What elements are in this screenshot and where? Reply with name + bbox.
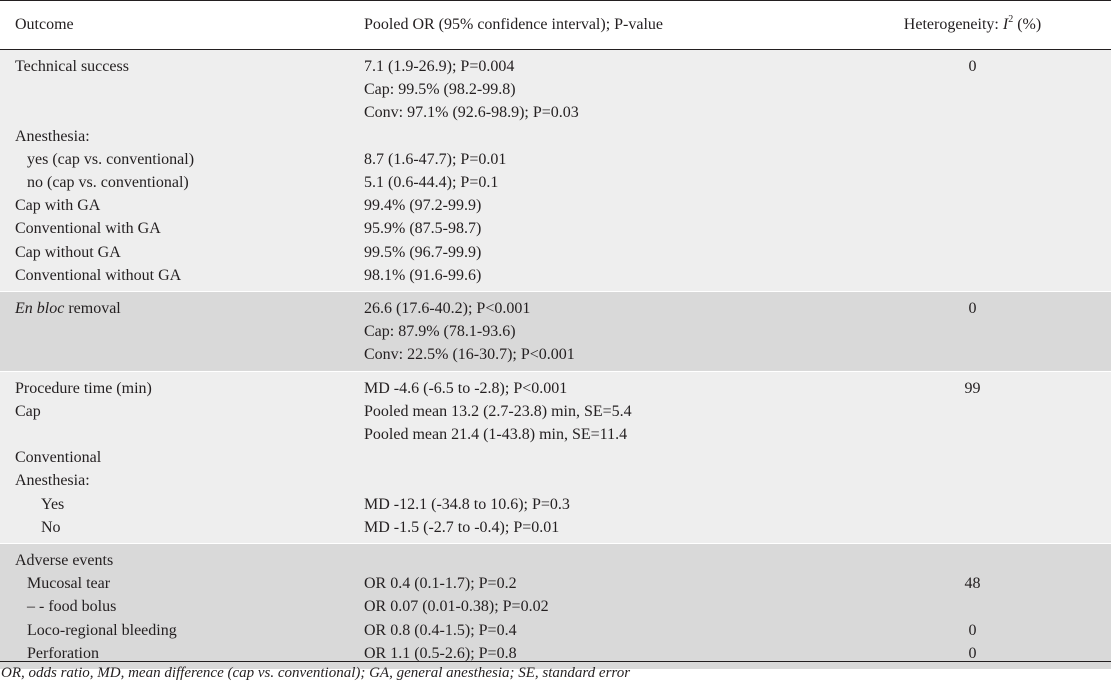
table-row: No MD -1.5 (-2.7 to -0.4); P=0.01	[0, 515, 1111, 544]
table-header: Outcome Pooled OR (95% confidence interv…	[0, 0, 1111, 50]
en-bloc-label: En bloc removal	[0, 291, 364, 321]
table-row: Perforation OR 1.1 (0.5-2.6); P=0.8 0	[0, 641, 1111, 670]
technical-no-value: 5.1 (0.6-44.4); P=0.1	[364, 171, 848, 195]
table-row: – - food bolus OR 0.07 (0.01-0.38); P=0.…	[0, 595, 1111, 619]
loco-regional-bleeding-heterogeneity: 0	[848, 618, 1111, 642]
header-heterogeneity-sup: 2	[1008, 14, 1014, 25]
header-heterogeneity-i: I	[1002, 16, 1009, 33]
procedure-cap-label: Cap	[0, 399, 364, 424]
technical-conv-value: Conv: 97.1% (92.6-98.9); P=0.03	[364, 101, 848, 125]
food-bolus-value: OR 0.07 (0.01-0.38); P=0.02	[364, 595, 848, 619]
table-row: Cap: 99.5% (98.2-99.8)	[0, 78, 1111, 102]
en-bloc-value: 26.6 (17.6-40.2); P<0.001	[364, 291, 848, 321]
header-heterogeneity: Heterogeneity: I2 (%)	[848, 0, 1111, 50]
technical-success-label: Technical success	[0, 49, 364, 79]
table-row: Technical success 7.1 (1.9-26.9); P=0.00…	[0, 49, 1111, 79]
table-row: yes (cap vs. conventional) 8.7 (1.6-47.7…	[0, 147, 1111, 172]
cap-without-ga-value: 99.5% (96.7-99.9)	[364, 240, 848, 264]
mucosal-tear-label: Mucosal tear	[27, 575, 111, 593]
perforation-value: OR 1.1 (0.5-2.6); P=0.8	[364, 641, 848, 670]
cap-with-ga-label: Cap with GA	[0, 194, 364, 218]
conv-with-ga-label: Conventional with GA	[0, 217, 364, 241]
table-row: Cap Pooled mean 13.2 (2.7-23.8) min, SE=…	[0, 399, 1111, 424]
procedure-no-label: No	[41, 518, 61, 536]
table-row: Conv: 97.1% (92.6-98.9); P=0.03	[0, 101, 1111, 125]
table-row: Mucosal tear OR 0.4 (0.1-1.7); P=0.2 48	[0, 572, 1111, 596]
table-row: Cap: 87.9% (78.1-93.6)	[0, 320, 1111, 344]
loco-regional-bleeding-value: OR 0.8 (0.4-1.5); P=0.4	[364, 618, 848, 642]
procedure-conventional-label: Conventional	[0, 446, 364, 470]
en-bloc-label-rest: removal	[64, 300, 121, 318]
table-footnote: OR, odds ratio, MD, mean difference (cap…	[0, 661, 1111, 682]
procedure-time-value: MD -4.6 (-6.5 to -2.8); P<0.001	[364, 370, 848, 400]
cap-without-ga-label: Cap without GA	[0, 240, 364, 264]
table-row: Conventional	[0, 446, 1111, 470]
conv-without-ga-value: 98.1% (91.6-99.6)	[364, 263, 848, 292]
perforation-label: Perforation	[27, 644, 99, 662]
technical-success-heterogeneity: 0	[848, 49, 1111, 79]
procedure-yes-value: MD -12.1 (-34.8 to 10.6); P=0.3	[364, 492, 848, 516]
food-bolus-label: – - food bolus	[27, 598, 117, 616]
en-bloc-conv-value: Conv: 22.5% (16-30.7); P<0.001	[364, 343, 848, 372]
technical-no-label: no (cap vs. conventional)	[27, 174, 189, 192]
table-row: Cap with GA 99.4% (97.2-99.9)	[0, 194, 1111, 218]
mucosal-tear-heterogeneity: 48	[848, 572, 1111, 596]
technical-yes-value: 8.7 (1.6-47.7); P=0.01	[364, 147, 848, 172]
table-row: Pooled mean 21.4 (1-43.8) min, SE=11.4	[0, 423, 1111, 447]
table-row: Cap without GA 99.5% (96.7-99.9)	[0, 240, 1111, 264]
procedure-no-value: MD -1.5 (-2.7 to -0.4); P=0.01	[364, 515, 848, 544]
procedure-cap-value: Pooled mean 13.2 (2.7-23.8) min, SE=5.4	[364, 399, 848, 424]
header-heterogeneity-suffix: (%)	[1013, 16, 1042, 33]
header-row: Outcome Pooled OR (95% confidence interv…	[0, 0, 1111, 50]
procedure-time-heterogeneity: 99	[848, 370, 1111, 400]
procedure-yes-label: Yes	[41, 495, 65, 513]
perforation-heterogeneity: 0	[848, 641, 1111, 670]
procedure-anesthesia-label: Anesthesia:	[0, 469, 364, 493]
table-row: Anesthesia:	[0, 124, 1111, 148]
loco-regional-bleeding-label: Loco-regional bleeding	[27, 621, 177, 639]
table-body: Technical success 7.1 (1.9-26.9); P=0.00…	[0, 49, 1111, 670]
table-row: Loco-regional bleeding OR 0.8 (0.4-1.5);…	[0, 618, 1111, 642]
table-row: Yes MD -12.1 (-34.8 to 10.6); P=0.3	[0, 492, 1111, 516]
technical-yes-label: yes (cap vs. conventional)	[27, 150, 195, 168]
table-row: Procedure time (min) MD -4.6 (-6.5 to -2…	[0, 370, 1111, 400]
procedure-conv-value: Pooled mean 21.4 (1-43.8) min, SE=11.4	[364, 423, 848, 447]
conv-with-ga-value: 95.9% (87.5-98.7)	[364, 217, 848, 241]
mucosal-tear-value: OR 0.4 (0.1-1.7); P=0.2	[364, 572, 848, 596]
en-bloc-label-italic: En bloc	[15, 300, 65, 318]
table-row: Conventional without GA 98.1% (91.6-99.6…	[0, 263, 1111, 292]
table-row: Anesthesia:	[0, 469, 1111, 493]
header-heterogeneity-prefix: Heterogeneity:	[903, 16, 1003, 33]
conv-without-ga-label: Conventional without GA	[0, 263, 364, 292]
adverse-events-label: Adverse events	[0, 543, 364, 573]
en-bloc-cap-value: Cap: 87.9% (78.1-93.6)	[364, 320, 848, 344]
technical-success-value: 7.1 (1.9-26.9); P=0.004	[364, 49, 848, 79]
header-pooled-or: Pooled OR (95% confidence interval); P-v…	[364, 0, 848, 50]
technical-anesthesia-label: Anesthesia:	[0, 124, 364, 148]
table-row: En bloc removal 26.6 (17.6-40.2); P<0.00…	[0, 291, 1111, 321]
table-row: Conventional with GA 95.9% (87.5-98.7)	[0, 217, 1111, 241]
cap-with-ga-value: 99.4% (97.2-99.9)	[364, 194, 848, 218]
table-row: Adverse events	[0, 543, 1111, 573]
technical-cap-value: Cap: 99.5% (98.2-99.8)	[364, 78, 848, 102]
procedure-time-label: Procedure time (min)	[0, 370, 364, 400]
en-bloc-heterogeneity: 0	[848, 291, 1111, 321]
table-row: no (cap vs. conventional) 5.1 (0.6-44.4)…	[0, 171, 1111, 195]
header-outcome: Outcome	[0, 0, 364, 50]
table-row: Conv: 22.5% (16-30.7); P<0.001	[0, 343, 1111, 372]
